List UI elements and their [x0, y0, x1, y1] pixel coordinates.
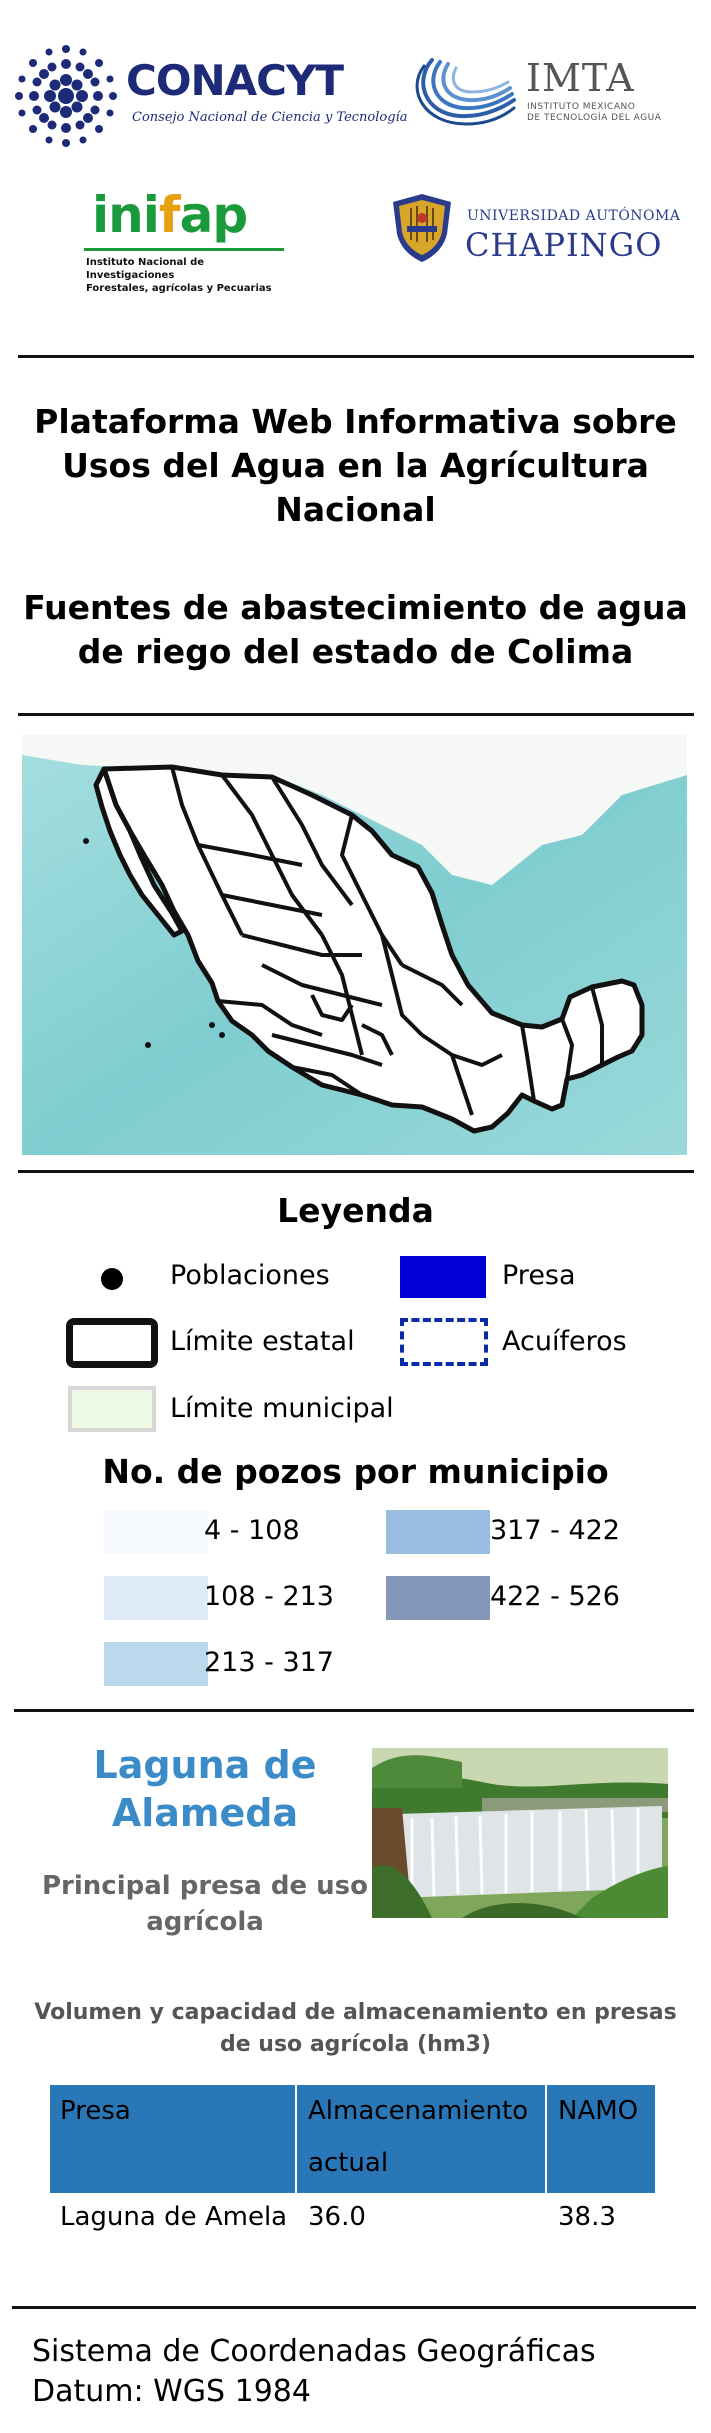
- poblaciones-symbol: [101, 1268, 123, 1290]
- usa-landmass: [22, 735, 687, 885]
- divider-map: [18, 1170, 694, 1173]
- baja-california[interactable]: [93, 766, 185, 938]
- feature-description-line2: agrícola: [146, 1907, 264, 1937]
- limite-municipal-label: Límite municipal: [170, 1393, 394, 1424]
- feature-description-line1: Principal presa de uso: [41, 1871, 369, 1901]
- island-point: [83, 838, 89, 844]
- imta-subtitle-line2: DE TECNOLOGÍA DEL AGUA: [527, 113, 662, 123]
- conacyt-dots-icon: [15, 45, 117, 147]
- map-title-line1: Fuentes de abastecimiento de agua: [23, 588, 688, 627]
- inifap-name-a: ini: [92, 186, 160, 244]
- feature-name-line2: Alameda: [111, 1791, 299, 1835]
- divider-legend: [14, 1709, 694, 1712]
- platform-title-line1: Plataforma Web Informativa sobre: [34, 402, 677, 441]
- mexico-mainland[interactable]: [101, 764, 645, 1134]
- mexico-map-svg: [22, 735, 687, 1155]
- acuiferos-symbol: [400, 1318, 488, 1366]
- header-almacenamiento-line1: Almacenamiento: [308, 2096, 529, 2126]
- imta-subtitle: INSTITUTO MEXICANO DE TECNOLOGÍA DEL AGU…: [527, 102, 661, 124]
- imta-name: IMTA: [526, 56, 635, 100]
- poblaciones-label: Poblaciones: [170, 1260, 330, 1291]
- pozos-class-3-label: 213 - 317: [204, 1647, 334, 1678]
- dam-photo-svg: [372, 1748, 668, 1918]
- pozos-class-4-swatch: [386, 1510, 490, 1554]
- inifap-underline: [84, 248, 284, 251]
- inifap-logo: inifap Instituto Nacional de Investigaci…: [84, 186, 294, 294]
- divider-title: [18, 713, 694, 716]
- pozos-class-5-swatch: [386, 1576, 490, 1620]
- imta-logo: IMTA INSTITUTO MEXICANO DE TECNOLOGÍA DE…: [410, 50, 680, 130]
- island-point: [145, 1042, 151, 1048]
- table-caption-line2: de uso agrícola (hm3): [219, 2032, 492, 2057]
- feature-name: Laguna de Alameda: [40, 1741, 370, 1837]
- chapingo-line1: UNIVERSIDAD AUTÓNOMA: [467, 208, 681, 224]
- dam-photo: [372, 1748, 668, 1918]
- feature-description: Principal presa de uso agrícola: [20, 1868, 390, 1940]
- island-point: [209, 1022, 215, 1028]
- acuiferos-label: Acuíferos: [502, 1326, 627, 1357]
- header-presa: Presa: [60, 2096, 131, 2126]
- inifap-subtitle: Instituto Nacional de Investigaciones Fo…: [86, 256, 294, 295]
- row-namo: 38.3: [558, 2202, 616, 2232]
- chapingo-logo: UNIVERSIDAD AUTÓNOMA CHAPINGO: [385, 190, 685, 270]
- conacyt-subtitle: Consejo Nacional de Ciencia y Tecnología: [132, 110, 408, 125]
- limite-estatal-label: Límite estatal: [170, 1326, 355, 1357]
- platform-title-line2: Usos del Agua en la Agrícultura: [62, 446, 649, 485]
- pozos-class-4-label: 317 - 422: [490, 1515, 620, 1546]
- pozos-title: No. de pozos por municipio: [102, 1452, 609, 1491]
- pozos-class-1-label: 4 - 108: [204, 1515, 300, 1546]
- pozos-class-2-swatch: [104, 1576, 208, 1620]
- presa-symbol: [400, 1256, 486, 1298]
- datum-line: Datum: WGS 1984: [32, 2374, 311, 2409]
- table-caption-line1: Volumen y capacidad de almacenamiento en…: [34, 2000, 677, 2025]
- divider-table: [12, 2306, 696, 2309]
- platform-title-line3: Nacional: [275, 490, 436, 529]
- pozos-class-5-label: 422 - 526: [490, 1581, 620, 1612]
- map-title: Fuentes de abastecimiento de agua de rie…: [0, 586, 711, 674]
- coordinate-system: Sistema de Coordenadas Geográficas Datum…: [32, 2332, 596, 2412]
- feature-name-line1: Laguna de: [93, 1743, 317, 1787]
- inifap-subtitle-line1: Instituto Nacional de Investigaciones: [86, 257, 205, 281]
- inifap-subtitle-line2: Forestales, agrícolas y Pecuarias: [86, 283, 272, 294]
- row-almacenamiento: 36.0: [308, 2202, 366, 2232]
- imta-subtitle-line1: INSTITUTO MEXICANO: [527, 102, 636, 112]
- imta-wave-icon: [415, 58, 516, 126]
- header-separator: [295, 2085, 297, 2193]
- island-point: [219, 1032, 225, 1038]
- pozos-class-3-swatch: [104, 1642, 208, 1686]
- limite-estatal-symbol: [66, 1318, 158, 1368]
- legend-title: Leyenda: [277, 1191, 434, 1230]
- platform-title: Plataforma Web Informativa sobre Usos de…: [0, 400, 711, 532]
- table-caption: Volumen y capacidad de almacenamiento en…: [30, 1997, 681, 2061]
- header-separator: [545, 2085, 547, 2193]
- header-namo: NAMO: [558, 2096, 639, 2126]
- inifap-name-b: ap: [179, 186, 249, 244]
- coordinate-system-line1: Sistema de Coordenadas Geográficas: [32, 2334, 596, 2369]
- pozos-class-1-swatch: [104, 1510, 208, 1554]
- presa-label: Presa: [502, 1260, 576, 1291]
- conacyt-name: CONACYT: [126, 56, 344, 105]
- limite-municipal-symbol: [68, 1386, 156, 1432]
- mexico-map[interactable]: [22, 735, 687, 1155]
- table-header: Presa Almacenamiento actual NAMO: [50, 2085, 655, 2193]
- header-almacenamiento-line2: actual: [308, 2148, 389, 2178]
- row-presa: Laguna de Amela: [60, 2202, 288, 2232]
- inifap-name: inifap: [92, 186, 249, 244]
- state-boundaries: [170, 766, 604, 1116]
- chapingo-name: CHAPINGO: [465, 226, 663, 264]
- pozos-class-2-label: 108 - 213: [204, 1581, 334, 1612]
- chapingo-seal-icon: [393, 194, 451, 262]
- map-title-line2: de riego del estado de Colima: [77, 632, 634, 671]
- conacyt-logo: CONACYT Consejo Nacional de Ciencia y Te…: [14, 44, 407, 154]
- divider-top: [18, 355, 694, 358]
- inifap-name-f: f: [158, 186, 181, 244]
